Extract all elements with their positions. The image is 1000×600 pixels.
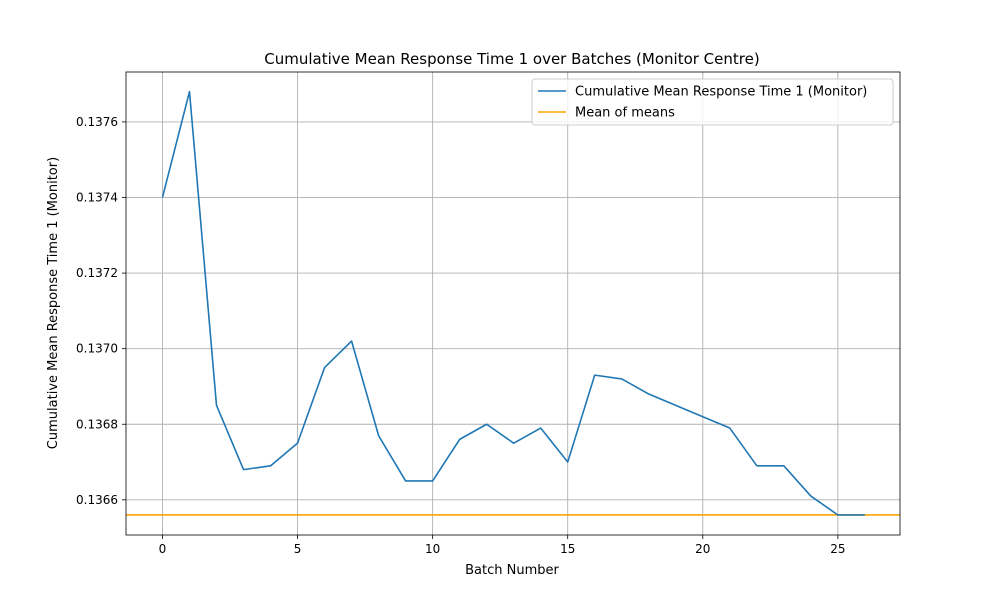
y-axis-label: Cumulative Mean Response Time 1 (Monitor… xyxy=(46,157,61,449)
chart-title: Cumulative Mean Response Time 1 over Bat… xyxy=(264,50,759,68)
legend: Cumulative Mean Response Time 1 (Monitor… xyxy=(531,78,894,126)
tick-labels: 0 5 10 15 20 25 0.1366 0.1368 0.1370 0.1372 0.1374… xyxy=(76,115,846,556)
series-line xyxy=(161,90,865,516)
y-tick-label: 0.1372 xyxy=(76,266,118,280)
x-tick-label: 10 xyxy=(425,542,440,556)
legend-box xyxy=(531,78,894,126)
plot-area xyxy=(126,90,900,516)
y-tick-label: 0.1376 xyxy=(76,115,118,129)
legend-entry: Mean of means xyxy=(575,106,675,121)
y-tick-label: 0.1374 xyxy=(76,190,118,204)
grid xyxy=(126,72,900,535)
x-tick-label: 0 xyxy=(159,542,167,556)
x-axis-label: Batch Number xyxy=(465,563,559,578)
x-tick-label: 25 xyxy=(830,542,845,556)
x-tick-label: 5 xyxy=(294,542,302,556)
x-tick-label: 15 xyxy=(560,542,575,556)
axes xyxy=(122,71,901,539)
legend-entry: Cumulative Mean Response Time 1 (Monitor… xyxy=(575,85,867,100)
y-tick-label: 0.1370 xyxy=(76,342,118,356)
y-tick-label: 0.1368 xyxy=(76,417,118,431)
axes-frame xyxy=(125,71,901,536)
x-tick-label: 20 xyxy=(695,542,710,556)
y-tick-label: 0.1366 xyxy=(76,493,118,507)
